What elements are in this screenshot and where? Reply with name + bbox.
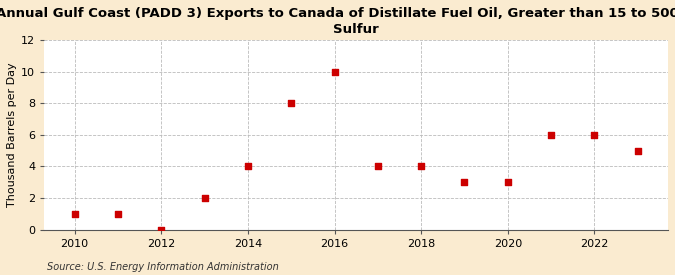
Point [113,212,124,216]
Point [459,180,470,185]
Point [502,180,513,185]
Point [416,164,427,169]
Point [199,196,210,200]
Title: Annual Gulf Coast (PADD 3) Exports to Canada of Distillate Fuel Oil, Greater tha: Annual Gulf Coast (PADD 3) Exports to Ca… [0,7,675,36]
Point [589,133,600,137]
Point [242,164,253,169]
Y-axis label: Thousand Barrels per Day: Thousand Barrels per Day [7,62,17,207]
Point [156,228,167,232]
Point [545,133,556,137]
Text: Source: U.S. Energy Information Administration: Source: U.S. Energy Information Administ… [47,262,279,272]
Point [69,212,80,216]
Point [286,101,296,105]
Point [373,164,383,169]
Point [632,148,643,153]
Point [329,69,340,74]
